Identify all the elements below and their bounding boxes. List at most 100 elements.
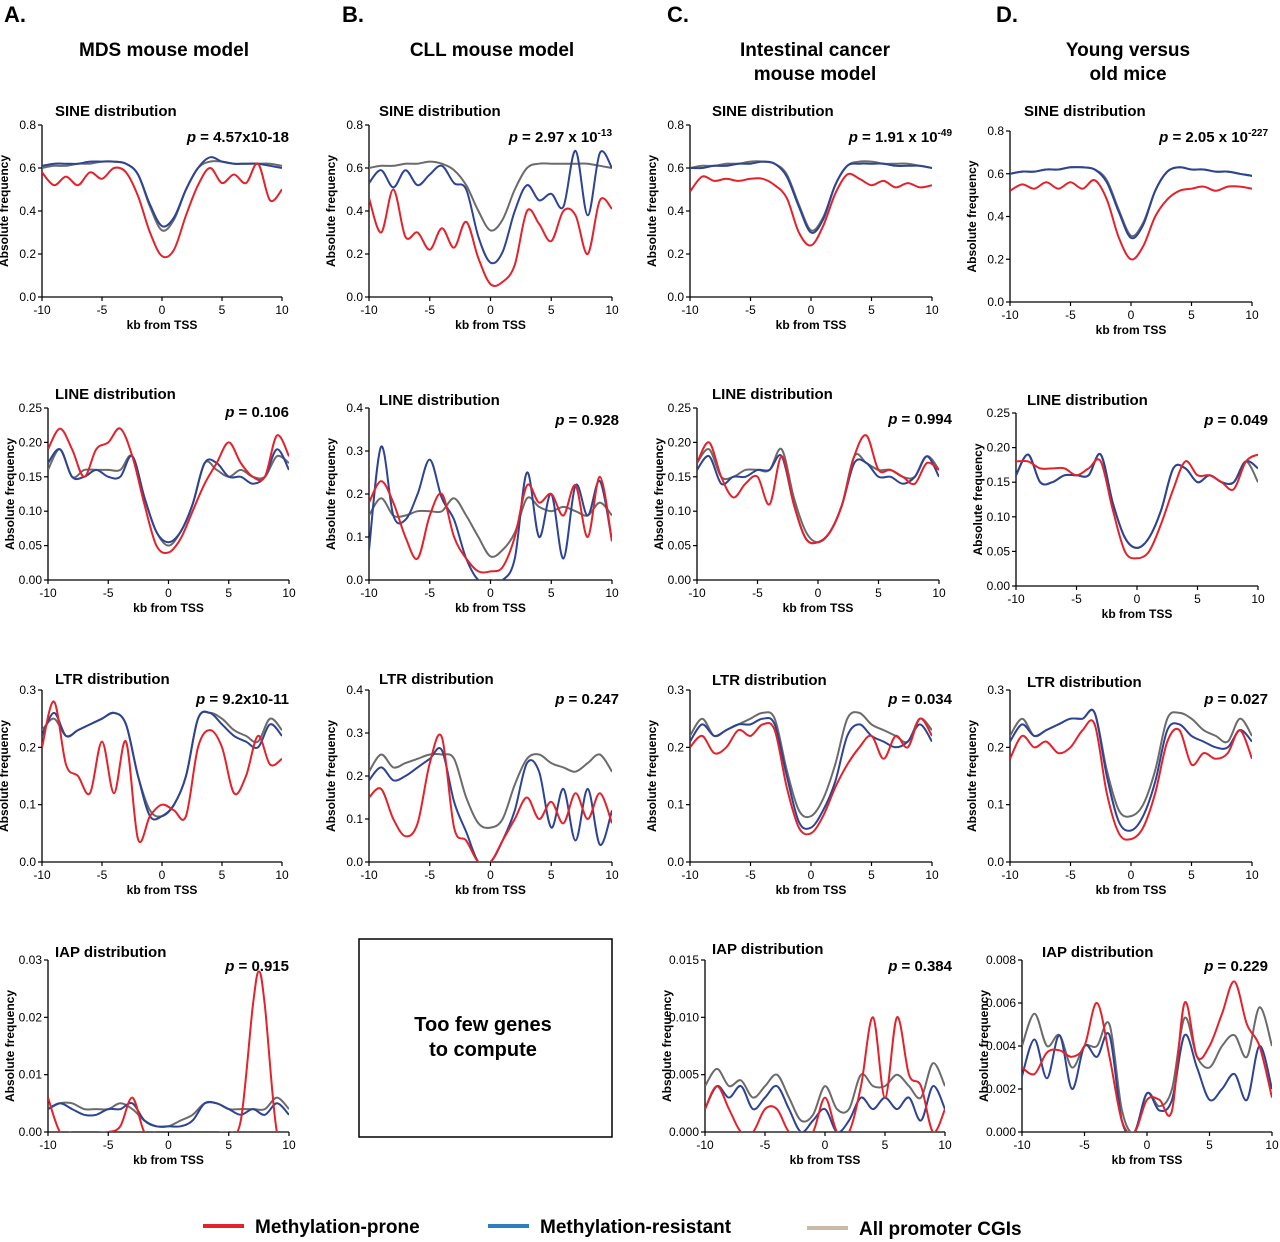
panel-title: SINE distribution: [712, 103, 834, 120]
p-value: p = 9.2x10-11: [195, 691, 289, 708]
x-axis-label: kb from TSS: [1112, 1153, 1183, 1167]
panel-title: LINE distribution: [379, 392, 500, 409]
chart-panel-d-line: LINE distribution p = 0.049 0.00 0.05 0.10 0.…: [971, 392, 1268, 621]
series-line-all: [1010, 166, 1252, 238]
p-value: p = 4.57x10-18: [186, 129, 289, 146]
y-tick-label: 0.0: [667, 290, 684, 304]
column-letter: B.: [342, 2, 364, 27]
column-header-d: D. Young versus old mice: [996, 2, 1190, 85]
chart-panel-c-sine: SINE distribution p = 1.91 x 10-49 0.0 0.2 0…: [645, 103, 952, 332]
series-line-prone: [1016, 453, 1258, 560]
x-axis-label: kb from TSS: [1096, 323, 1167, 337]
y-tick-label: 0.1: [346, 812, 363, 826]
x-tick-label: -5: [1071, 592, 1082, 606]
y-axis-label: Absolute frequency: [660, 990, 674, 1102]
x-tick-label: 5: [548, 303, 555, 317]
y-axis-label: Absolute frequency: [0, 720, 11, 832]
y-axis-label: Absolute frequency: [652, 438, 666, 550]
panel-title: SINE distribution: [1024, 103, 1146, 120]
y-tick-label: 0.4: [19, 204, 36, 218]
x-tick-label: 10: [925, 303, 939, 317]
empty-panel-box: [358, 938, 613, 1138]
x-tick-label: 10: [1245, 868, 1259, 882]
panel-title: IAP distribution: [712, 941, 823, 958]
y-tick-label: 0.2: [19, 247, 36, 261]
x-tick-label: -10: [33, 303, 51, 317]
series-line-prone: [369, 475, 612, 574]
x-tick-label: 5: [548, 868, 555, 882]
x-tick-label: -10: [681, 868, 699, 882]
column-title: Young versus: [1066, 40, 1190, 61]
x-tick-label: 10: [932, 586, 946, 600]
x-tick-label: -5: [1065, 308, 1076, 322]
y-tick-label: 0.1: [667, 798, 684, 812]
p-value: p = 0.928: [554, 412, 619, 429]
y-tick-label: 0.3: [346, 726, 363, 740]
series-line-prone: [42, 162, 282, 259]
series-line-all: [705, 1062, 945, 1123]
x-axis-label: kb from TSS: [783, 601, 854, 615]
series-line-prone: [48, 427, 289, 555]
y-tick-label: 0.05: [19, 539, 43, 553]
x-tick-label: 5: [875, 586, 882, 600]
series-line-resistant: [697, 454, 939, 545]
x-tick-label: -5: [752, 586, 763, 600]
panel-title: IAP distribution: [1042, 944, 1153, 961]
series-line-all: [1022, 1006, 1272, 1132]
y-tick-label: 0.01: [19, 1068, 43, 1082]
panel-title: LINE distribution: [1027, 392, 1148, 409]
series-line-prone: [690, 717, 932, 836]
x-tick-label: 0: [808, 303, 815, 317]
x-tick-label: 5: [1188, 868, 1195, 882]
y-tick-label: 0.0: [667, 855, 684, 869]
y-tick-label: 0.008: [986, 953, 1016, 967]
y-tick-label: 0.10: [668, 504, 692, 518]
y-tick-label: 0.2: [987, 740, 1004, 754]
y-axis-label: Absolute frequency: [977, 990, 991, 1102]
x-tick-label: 0: [487, 303, 494, 317]
y-tick-label: 0.0: [987, 855, 1004, 869]
x-tick-label: -10: [1001, 868, 1019, 882]
y-tick-label: 0.20: [19, 435, 43, 449]
x-tick-label: -5: [103, 586, 114, 600]
y-tick-label: 0.015: [669, 953, 699, 967]
y-tick-label: 0.3: [987, 683, 1004, 697]
series-line-all: [1010, 709, 1252, 818]
chart-panel-c-ltr: LTR distribution p = 0.034 0.0 0.1 0.2 0.3 -10…: [645, 672, 953, 897]
p-value: p = 0.384: [887, 958, 952, 975]
series-line-prone: [42, 700, 282, 843]
y-tick-label: 0.2: [19, 740, 36, 754]
x-tick-label: 10: [938, 1138, 952, 1152]
y-tick-label: 0.20: [668, 435, 692, 449]
column-title: MDS mouse model: [79, 40, 249, 61]
series-group: [1016, 452, 1258, 560]
panel-title: SINE distribution: [55, 103, 177, 120]
x-axis-label: kb from TSS: [133, 1153, 204, 1167]
column-header-c: C. Intestinal cancer mouse model: [667, 2, 891, 85]
series-line-prone: [697, 434, 939, 545]
column-title: Intestinal cancer: [740, 40, 891, 61]
column-title: CLL mouse model: [410, 40, 574, 61]
x-tick-label: 0: [487, 586, 494, 600]
series-line-prone: [690, 172, 932, 247]
legend-item-prone: Methylation-prone: [203, 1217, 420, 1238]
column-letter: C.: [667, 2, 689, 27]
x-tick-label: 10: [605, 586, 619, 600]
x-tick-label: -10: [33, 868, 51, 882]
y-tick-label: 0.0: [346, 855, 363, 869]
empty-panel-line: Too few genes: [414, 1014, 551, 1036]
x-axis-label: kb from TSS: [455, 318, 526, 332]
y-tick-label: 0.03: [19, 953, 43, 967]
x-tick-label: 5: [225, 1138, 232, 1152]
x-tick-label: -10: [360, 868, 378, 882]
empty-panel-line: to compute: [429, 1039, 537, 1061]
series-line-resistant: [48, 448, 289, 544]
series-line-all: [48, 448, 289, 547]
x-tick-label: -5: [424, 868, 435, 882]
series-line-resistant: [42, 710, 282, 821]
series-group: [705, 1016, 945, 1132]
x-tick-label: -10: [39, 586, 57, 600]
y-tick-label: 0.4: [346, 401, 363, 415]
series-group: [690, 160, 932, 247]
